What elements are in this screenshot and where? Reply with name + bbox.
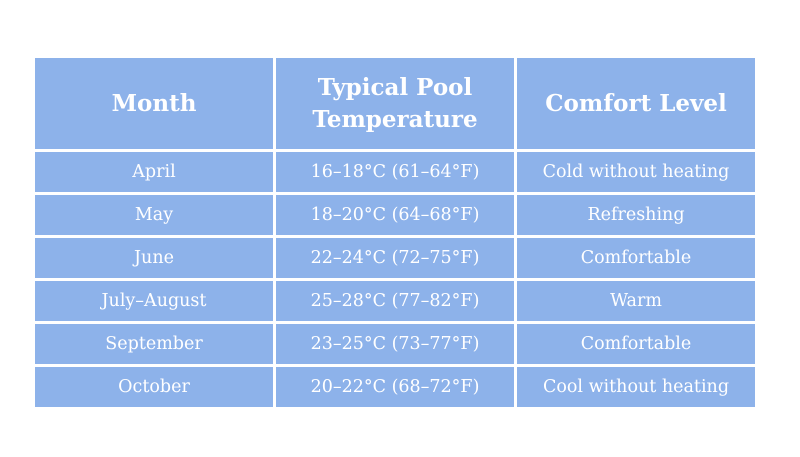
temperature-cell: 20–22°C (68–72°F) <box>273 364 517 409</box>
header-month: Month <box>33 56 276 152</box>
month-cell: May <box>33 192 276 238</box>
pool-temperature-table: Month Typical Pool Temperature Comfort L… <box>33 56 757 409</box>
month-cell: October <box>33 364 276 409</box>
comfort-cell: Warm <box>514 278 757 324</box>
header-row: Month Typical Pool Temperature Comfort L… <box>33 56 757 152</box>
comfort-cell: Refreshing <box>514 192 757 238</box>
table-row: September 23–25°C (73–77°F) Comfortable <box>33 321 757 367</box>
month-cell: September <box>33 321 276 367</box>
table-row: October 20–22°C (68–72°F) Cool without hea… <box>33 364 757 409</box>
temperature-cell: 23–25°C (73–77°F) <box>273 321 517 367</box>
table-row: July–August 25–28°C (77–82°F) Warm <box>33 278 757 324</box>
table-row: April 16–18°C (61–64°F) Cold without heati… <box>33 149 757 195</box>
temperature-cell: 25–28°C (77–82°F) <box>273 278 517 324</box>
table-row: May 18–20°C (64–68°F) Refreshing <box>33 192 757 238</box>
month-cell: April <box>33 149 276 195</box>
comfort-cell: Comfortable <box>514 235 757 281</box>
header-comfort: Comfort Level <box>514 56 757 152</box>
temperature-cell: 16–18°C (61–64°F) <box>273 149 517 195</box>
table-row: June 22–24°C (72–75°F) Comfortable <box>33 235 757 281</box>
comfort-cell: Cool without heating <box>514 364 757 409</box>
header-temperature: Typical Pool Temperature <box>273 56 517 152</box>
temperature-cell: 18–20°C (64–68°F) <box>273 192 517 238</box>
comfort-cell: Comfortable <box>514 321 757 367</box>
comfort-cell: Cold without heating <box>514 149 757 195</box>
month-cell: June <box>33 235 276 281</box>
month-cell: July–August <box>33 278 276 324</box>
temperature-cell: 22–24°C (72–75°F) <box>273 235 517 281</box>
